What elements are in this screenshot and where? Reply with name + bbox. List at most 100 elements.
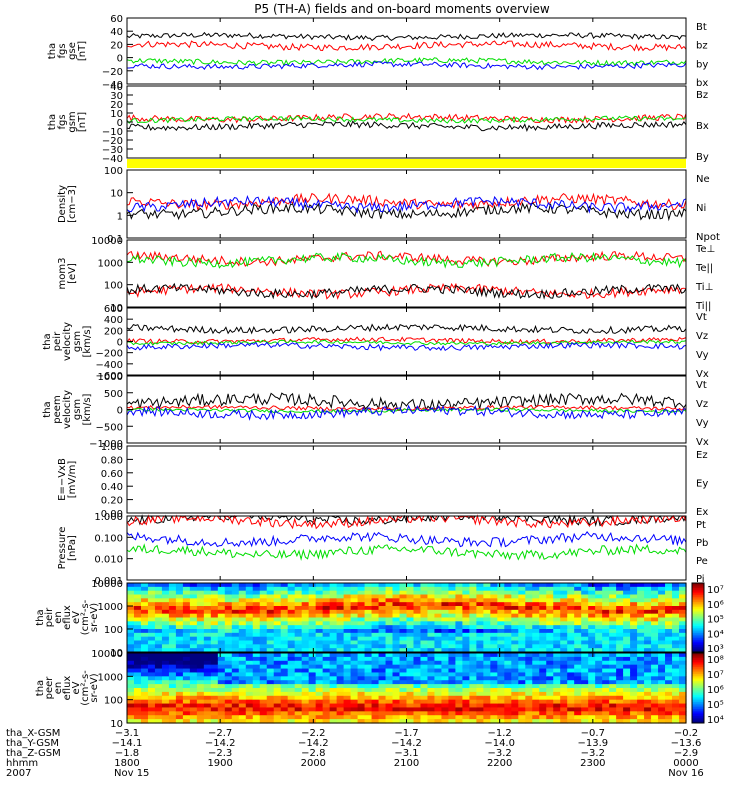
peer_spectrogram-cell	[182, 688, 191, 693]
fgs_gse-legend-by: by	[696, 59, 708, 70]
peer_spectrogram-cell	[315, 664, 324, 670]
peer_spectrogram-cell	[602, 684, 610, 689]
peer_spectrogram-cell	[329, 688, 338, 693]
fgs_gse-ytick: −20	[102, 67, 123, 78]
peer_spectrogram-cell	[413, 680, 422, 685]
peir_spectrogram-cell	[574, 625, 582, 630]
peir_spectrogram-cell	[399, 609, 408, 615]
peer_spectrogram-cell	[287, 656, 296, 662]
peir_spectrogram-cell	[357, 632, 366, 638]
peer_spectrogram-cell	[553, 719, 561, 724]
peir_spectrogram-cell	[469, 590, 477, 596]
density-legend-Ne: Ne	[696, 174, 710, 185]
peir_spectrogram-cell	[623, 583, 631, 588]
peir_spectrogram-cell	[588, 632, 596, 638]
peer_spectrogram-cell	[378, 656, 387, 662]
peir_spectrogram-cell	[483, 636, 491, 642]
peer_spectrogram-cell	[315, 668, 324, 674]
peir_spectrogram-cell	[651, 644, 659, 649]
peer_spectrogram-cell	[588, 653, 596, 658]
peir_spectrogram-cell	[518, 606, 526, 611]
peir_spectrogram-cell	[238, 606, 247, 611]
peer_spectrogram-cell	[574, 680, 582, 685]
peir_spectrogram-cell	[546, 583, 554, 588]
peir_spectrogram-cell	[252, 609, 261, 615]
peir_spectrogram-cell	[483, 617, 491, 622]
peer_spectrogram-cell	[455, 653, 463, 658]
peir_spectrogram-cell	[532, 594, 540, 599]
peer_spectrogram-cell	[665, 668, 673, 674]
peir_spectrogram-cell	[497, 586, 505, 592]
peir_spectrogram-cell	[371, 636, 380, 642]
peer_spectrogram-cell	[182, 664, 191, 670]
peer_spectrogram-cell	[651, 684, 659, 689]
peer_spectrogram-cell	[127, 668, 135, 674]
peir_spectrogram-cell	[399, 590, 408, 596]
peem_velocity-series-Vy	[126, 407, 687, 414]
peir_spectrogram-cell	[147, 590, 156, 596]
peer_spectrogram-cell	[448, 707, 457, 712]
peer_spectrogram-cell	[161, 719, 170, 724]
peir_spectrogram-cell	[651, 590, 659, 596]
peir_spectrogram-cell	[616, 590, 624, 596]
peir_spectrogram-cell	[259, 636, 268, 642]
peer_spectrogram-colorbar-label: 10⁶	[707, 685, 724, 696]
peer_spectrogram-cell	[224, 656, 233, 662]
peer_spectrogram-cell	[378, 691, 387, 697]
peer_spectrogram-cell	[434, 699, 443, 705]
density-ytick: 100	[104, 166, 123, 177]
peer_spectrogram-cell	[371, 664, 380, 670]
peir_spectrogram-cell	[679, 613, 687, 619]
peir_spectrogram-cell	[455, 648, 463, 653]
peer_spectrogram-cell	[154, 684, 163, 689]
peer_spectrogram-cell	[147, 715, 156, 720]
peir_spectrogram-cell	[609, 583, 617, 588]
peer_spectrogram-cell	[301, 680, 310, 685]
peer_spectrogram-cell	[350, 660, 359, 666]
peir_spectrogram-cell	[441, 598, 450, 603]
peer_spectrogram-cell	[651, 660, 659, 666]
peir_spectrogram-cell	[525, 640, 533, 645]
peer_spectrogram-cell	[161, 703, 170, 709]
peir_spectrogram-colorbar-cell	[692, 619, 704, 622]
peir_spectrogram-cell	[294, 625, 303, 630]
peir_spectrogram-cell	[378, 629, 387, 634]
peer_spectrogram-cell	[581, 664, 589, 670]
peir_spectrogram-cell	[651, 598, 659, 603]
peer_spectrogram-cell	[266, 699, 275, 705]
peer_spectrogram-cell	[406, 703, 415, 709]
peir_spectrogram-cell	[371, 629, 380, 634]
peer_spectrogram-cell	[154, 660, 163, 666]
peir_spectrogram-cell	[406, 590, 415, 596]
peir_spectrogram-cell	[147, 602, 156, 607]
peer_spectrogram-cell	[231, 656, 240, 662]
peer_spectrogram-cell	[175, 707, 184, 712]
peer_spectrogram-cell	[602, 715, 610, 720]
peer_spectrogram-cell	[259, 703, 268, 709]
peir_spectrogram-cell	[238, 629, 247, 634]
peir_spectrogram-cell	[357, 586, 366, 592]
peer_spectrogram-cell	[168, 676, 177, 681]
peir_spectrogram-cell	[364, 629, 373, 634]
peer_spectrogram-cell	[609, 664, 617, 670]
peir_spectrogram-cell	[301, 644, 310, 649]
peir_spectrogram-cell	[294, 648, 303, 653]
peir_spectrogram-cell	[273, 602, 282, 607]
peer_spectrogram-cell	[259, 680, 268, 685]
peir_spectrogram-cell	[602, 648, 610, 653]
peer_spectrogram-cell	[189, 672, 198, 677]
peir_spectrogram-cell	[378, 586, 387, 592]
peer_spectrogram-cell	[252, 676, 261, 681]
peir_spectrogram-cell	[469, 621, 477, 626]
peer_spectrogram-cell	[343, 656, 352, 662]
peer_spectrogram-cell	[385, 688, 394, 693]
peir_spectrogram-cell	[266, 590, 275, 596]
peir_spectrogram-cell	[287, 629, 296, 634]
peer_spectrogram-cell	[469, 680, 477, 685]
peer_spectrogram-cell	[350, 707, 359, 712]
peer_spectrogram-cell	[560, 680, 568, 685]
peer_spectrogram-cell	[357, 668, 366, 674]
peir_spectrogram-colorbar-cell	[692, 648, 704, 651]
peir_spectrogram-cell	[385, 586, 394, 592]
peir_spectrogram-cell	[455, 609, 463, 615]
